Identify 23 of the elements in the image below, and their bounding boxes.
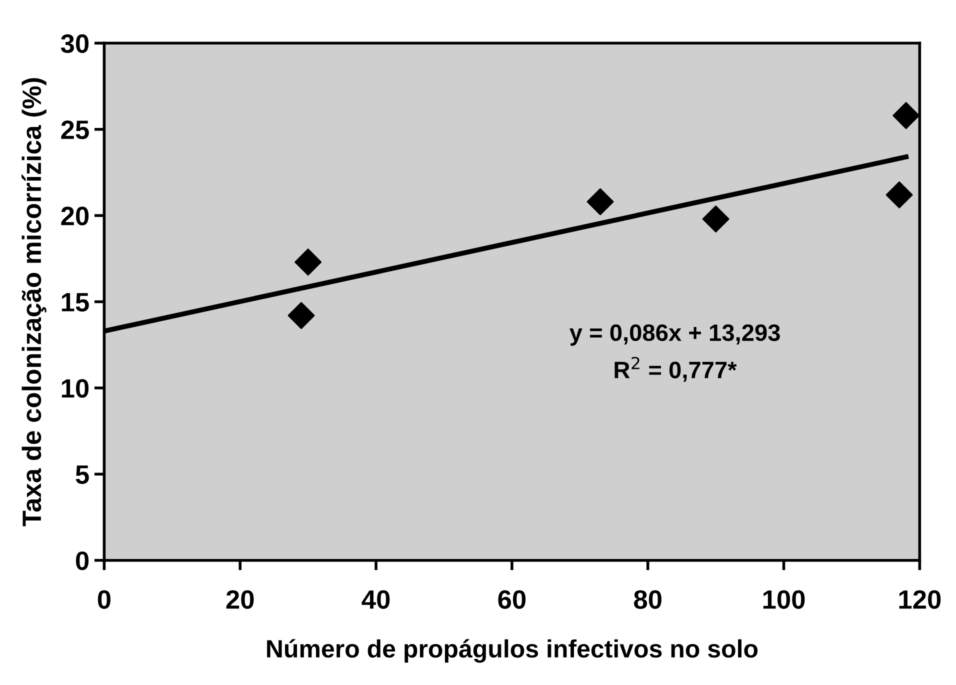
x-tick-label: 60 [498, 590, 526, 609]
point [892, 102, 920, 130]
y-tick-label: 25 [61, 120, 89, 140]
point [702, 205, 730, 232]
point [586, 188, 614, 216]
x-axis-title: Número de propágulos infectivos no solo [267, 639, 758, 663]
x-tick-label: 40 [362, 590, 390, 609]
x-tick-label: 80 [634, 590, 662, 609]
x-tick-label: 0 [98, 590, 110, 609]
y-tick-label: 0 [76, 551, 89, 570]
x-tick-label: 20 [226, 590, 254, 609]
point [886, 181, 913, 208]
point [294, 248, 322, 276]
y-tick-label: 5 [76, 466, 89, 484]
y-tick-label: 15 [62, 293, 89, 312]
y-tick-label: 20 [61, 206, 89, 226]
y-axis-title: Taxa de colonização micorrízica (%) [22, 78, 46, 526]
annotation: y = 0,086x + 13,293 R$^{2}$ = 0,777* [570, 324, 780, 382]
x-tick-label: 120 [899, 590, 941, 609]
x-tick-label: 100 [763, 590, 805, 609]
y-tick-label: 10 [62, 379, 89, 398]
point [288, 302, 315, 330]
y-tick-label: 30 [60, 34, 89, 54]
